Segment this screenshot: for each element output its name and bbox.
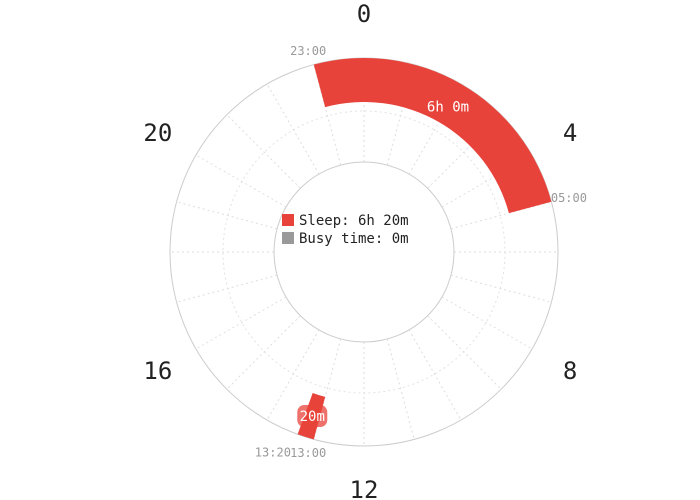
hour-gridline [441, 296, 533, 350]
legend: Sleep: 6h 20m Busy time: 0m [282, 213, 409, 247]
segment-start-time: 23:00 [290, 44, 326, 58]
hour-gridline [195, 154, 287, 208]
hour-gridline [266, 329, 320, 421]
legend-label: Sleep: 6h 20m [299, 213, 409, 229]
legend-label: Busy time: 0m [299, 231, 409, 247]
hour-label: 16 [143, 357, 172, 385]
hour-gridline [176, 274, 278, 303]
hour-gridline [176, 201, 278, 230]
sleep-segment [313, 58, 552, 214]
inner-ring [273, 161, 455, 343]
hour-gridline [226, 114, 301, 189]
hour-label: 4 [563, 119, 577, 147]
hour-gridline [386, 338, 415, 440]
segment-end-time: 05:00 [551, 191, 587, 205]
segment-duration-label: 6h 0m [427, 100, 469, 116]
duration-label-bg [297, 405, 328, 428]
hour-gridline [195, 296, 287, 350]
legend-swatch [282, 232, 294, 244]
segments-layer: 6h 0m 20m [297, 58, 552, 440]
hour-gridline [226, 315, 301, 390]
hour-gridline [408, 329, 462, 421]
hour-label: 8 [563, 357, 577, 385]
mid-ring [222, 110, 506, 394]
hour-gridline [266, 83, 320, 175]
hour-gridline [450, 274, 552, 303]
hour-gridline [427, 315, 502, 390]
outer-ring [169, 57, 559, 447]
segment-end-time: 13:20 [255, 445, 291, 459]
hour-gridline [450, 201, 552, 230]
hour-label: 12 [350, 476, 379, 500]
segment-start-time: 13:00 [290, 446, 326, 460]
hour-label: 0 [357, 0, 371, 28]
segment-duration-label: 20m [300, 409, 325, 425]
legend-swatch [282, 214, 294, 226]
hour-label: 20 [143, 119, 172, 147]
hour-labels-layer: 0 4 8 12 16 20 [143, 0, 577, 500]
